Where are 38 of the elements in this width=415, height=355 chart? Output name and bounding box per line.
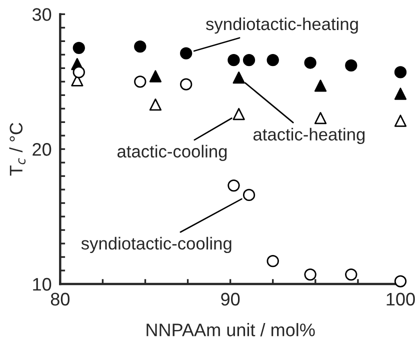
- point: [314, 80, 327, 92]
- point: [345, 59, 358, 72]
- annotation: syndiotactic-heating: [206, 17, 358, 34]
- point: [266, 54, 279, 66]
- point: [345, 268, 358, 281]
- point: [180, 47, 192, 60]
- point: [232, 72, 245, 84]
- annotation: syndiotactic-cooling: [81, 236, 232, 254]
- point: [314, 112, 327, 124]
- point: [394, 275, 407, 288]
- point: [232, 108, 245, 120]
- point: [228, 54, 240, 66]
- y-axis-title: T$_{c}$ / °C: [9, 122, 26, 176]
- point: [266, 254, 279, 268]
- point: [394, 66, 407, 78]
- annotation: atactic-cooling: [117, 144, 227, 162]
- y-tick-label: 30: [32, 8, 52, 21]
- point: [149, 70, 162, 82]
- point: [149, 98, 162, 111]
- point: [394, 88, 407, 100]
- point: [394, 114, 407, 127]
- point: [242, 188, 256, 202]
- point: [72, 66, 85, 78]
- annotation: atactic-heating: [253, 128, 365, 144]
- point: [134, 76, 146, 88]
- point: [304, 56, 316, 69]
- x-axis-title: NNPAAm unit / mol%: [146, 323, 315, 336]
- point: [304, 268, 316, 281]
- point: [180, 78, 192, 90]
- point: [242, 54, 256, 66]
- y-tick-label: 10: [33, 278, 52, 291]
- y-tick-label: 20: [32, 143, 52, 156]
- x-tick-label: 90: [221, 292, 240, 306]
- x-tick-label: 100: [386, 292, 415, 306]
- point: [72, 42, 85, 54]
- x-tick-label: 80: [50, 292, 70, 306]
- point: [134, 40, 146, 53]
- point: [228, 179, 240, 192]
